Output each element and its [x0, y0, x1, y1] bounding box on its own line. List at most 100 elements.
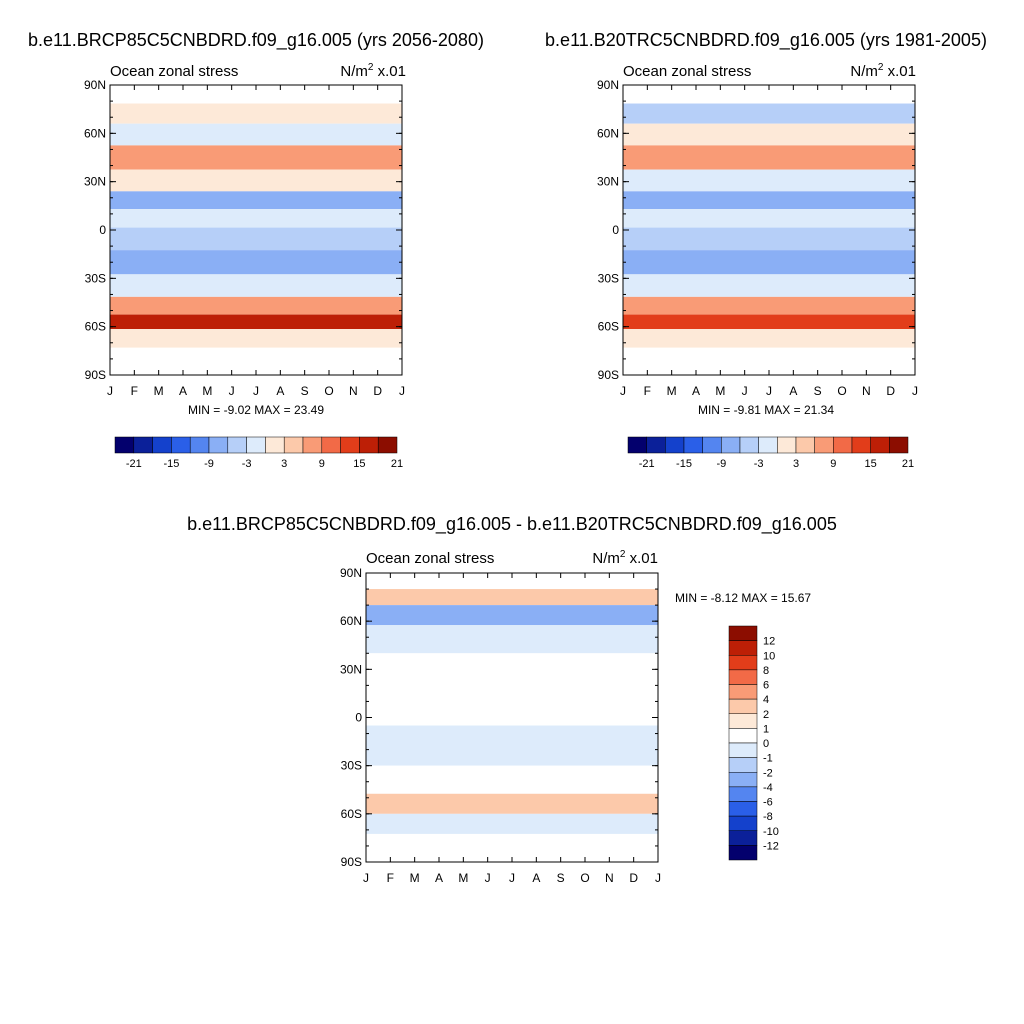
colorbar-label: -1: [763, 753, 773, 765]
x-tick-label: J: [107, 384, 113, 398]
y-tick-label: 30N: [84, 175, 106, 189]
contour-band: [623, 103, 915, 124]
x-tick-label: J: [485, 871, 491, 885]
colorbar-swatch: [833, 436, 853, 454]
colorbar-swatch: [777, 436, 797, 454]
colorbar-label: -9: [716, 458, 726, 470]
contour-band: [366, 793, 658, 814]
x-tick-label: A: [179, 384, 187, 398]
x-tick-label: A: [532, 871, 540, 885]
colorbar-swatch: [683, 436, 703, 454]
contour-band: [623, 274, 915, 297]
y-tick-label: 90N: [84, 78, 106, 92]
colorbar-label: -3: [242, 458, 252, 470]
x-tick-label: D: [886, 384, 895, 398]
colorbar-swatch: [171, 436, 191, 454]
colorbar-label: 12: [763, 636, 775, 648]
colorbar-label: 21: [391, 458, 403, 470]
colorbar-label: 4: [763, 694, 769, 706]
x-tick-label: M: [410, 871, 420, 885]
x-tick-label: D: [629, 871, 638, 885]
x-tick-label: J: [742, 384, 748, 398]
colorbar-swatch: [152, 436, 172, 454]
panel-title: b.e11.B20TRC5CNBDRD.f09_g16.005 (yrs 198…: [545, 30, 987, 51]
y-tick-label: 60N: [340, 614, 362, 628]
colorbar-swatch: [728, 845, 758, 861]
contour-band: [623, 209, 915, 228]
contour-band: [623, 314, 915, 330]
contour-band: [366, 653, 658, 686]
colorbar-swatch: [359, 436, 379, 454]
contour-band: [366, 765, 658, 794]
x-tick-label: O: [324, 384, 333, 398]
y-tick-label: 90S: [598, 368, 619, 382]
colorbar-swatch: [851, 436, 871, 454]
contour-band: [623, 329, 915, 348]
contour-band: [110, 329, 402, 348]
y-tick-label: 30N: [597, 175, 619, 189]
x-tick-label: N: [349, 384, 358, 398]
colorbar: -21 -15 -9 -3 3 9 15 21: [114, 436, 403, 470]
x-tick-label: S: [557, 871, 565, 885]
contour-plot: J F M A M J J A S O N D J 90N 60N 30N 0 30S 60S 90S: [340, 566, 661, 885]
colorbar-label: 1: [763, 723, 769, 735]
colorbar-label: 15: [865, 458, 877, 470]
colorbar-swatch: [702, 436, 722, 454]
x-tick-label: A: [276, 384, 284, 398]
colorbar-label: -2: [763, 767, 773, 779]
x-tick-label: A: [789, 384, 797, 398]
contour-band: [110, 169, 402, 192]
min-max-label: MIN = -9.02 MAX = 23.49: [188, 403, 324, 417]
x-tick-label: M: [202, 384, 212, 398]
colorbar-swatch: [728, 655, 758, 671]
x-tick-label: F: [387, 871, 394, 885]
contour-band: [110, 250, 402, 275]
contour-band: [110, 314, 402, 330]
colorbar-label: -21: [639, 458, 655, 470]
x-tick-label: J: [912, 384, 918, 398]
colorbar-swatch: [889, 436, 909, 454]
y-tick-label: 0: [612, 223, 619, 237]
contour-band: [623, 191, 915, 210]
y-tick-label: 0: [99, 223, 106, 237]
panel-units-label: N/m2 x.01: [592, 549, 658, 567]
y-tick-label: 90N: [597, 78, 619, 92]
x-tick-label: O: [580, 871, 589, 885]
colorbar-swatch: [728, 684, 758, 700]
x-tick-label: J: [399, 384, 405, 398]
x-tick-label: M: [458, 871, 468, 885]
colorbar-label: -8: [763, 811, 773, 823]
colorbar-label: -4: [763, 782, 773, 794]
panel-rcp85: b.e11.BRCP85C5CNBDRD.f09_g16.005 (yrs 20…: [28, 30, 484, 470]
colorbar-label: 2: [763, 709, 769, 721]
y-tick-label: 30S: [341, 759, 362, 773]
x-tick-label: F: [644, 384, 651, 398]
x-tick-label: A: [692, 384, 700, 398]
colorbar-label: -15: [676, 458, 692, 470]
y-tick-label: 30S: [85, 271, 106, 285]
panel-variable-label: Ocean zonal stress: [110, 63, 238, 80]
colorbar-swatch: [189, 436, 210, 454]
colorbar-swatch: [133, 436, 153, 454]
colorbar-label: 3: [281, 458, 287, 470]
colorbar-swatch: [728, 830, 758, 846]
colorbar-swatch: [739, 436, 759, 454]
y-tick-label: 0: [355, 711, 362, 725]
x-tick-label: A: [435, 871, 443, 885]
contour-band: [110, 227, 402, 251]
y-tick-label: 30S: [598, 271, 619, 285]
x-tick-label: S: [814, 384, 822, 398]
colorbar-swatch: [728, 801, 758, 817]
x-tick-label: J: [363, 871, 369, 885]
colorbar-swatch: [627, 436, 647, 454]
y-tick-label: 90S: [341, 855, 362, 869]
panel-title: b.e11.BRCP85C5CNBDRD.f09_g16.005 (yrs 20…: [28, 30, 484, 51]
colorbar-swatch: [870, 436, 890, 454]
colorbar-swatch: [814, 436, 834, 454]
contour-band: [366, 605, 658, 626]
x-tick-label: S: [301, 384, 309, 398]
colorbar-swatch: [665, 436, 685, 454]
contour-band: [110, 191, 402, 210]
